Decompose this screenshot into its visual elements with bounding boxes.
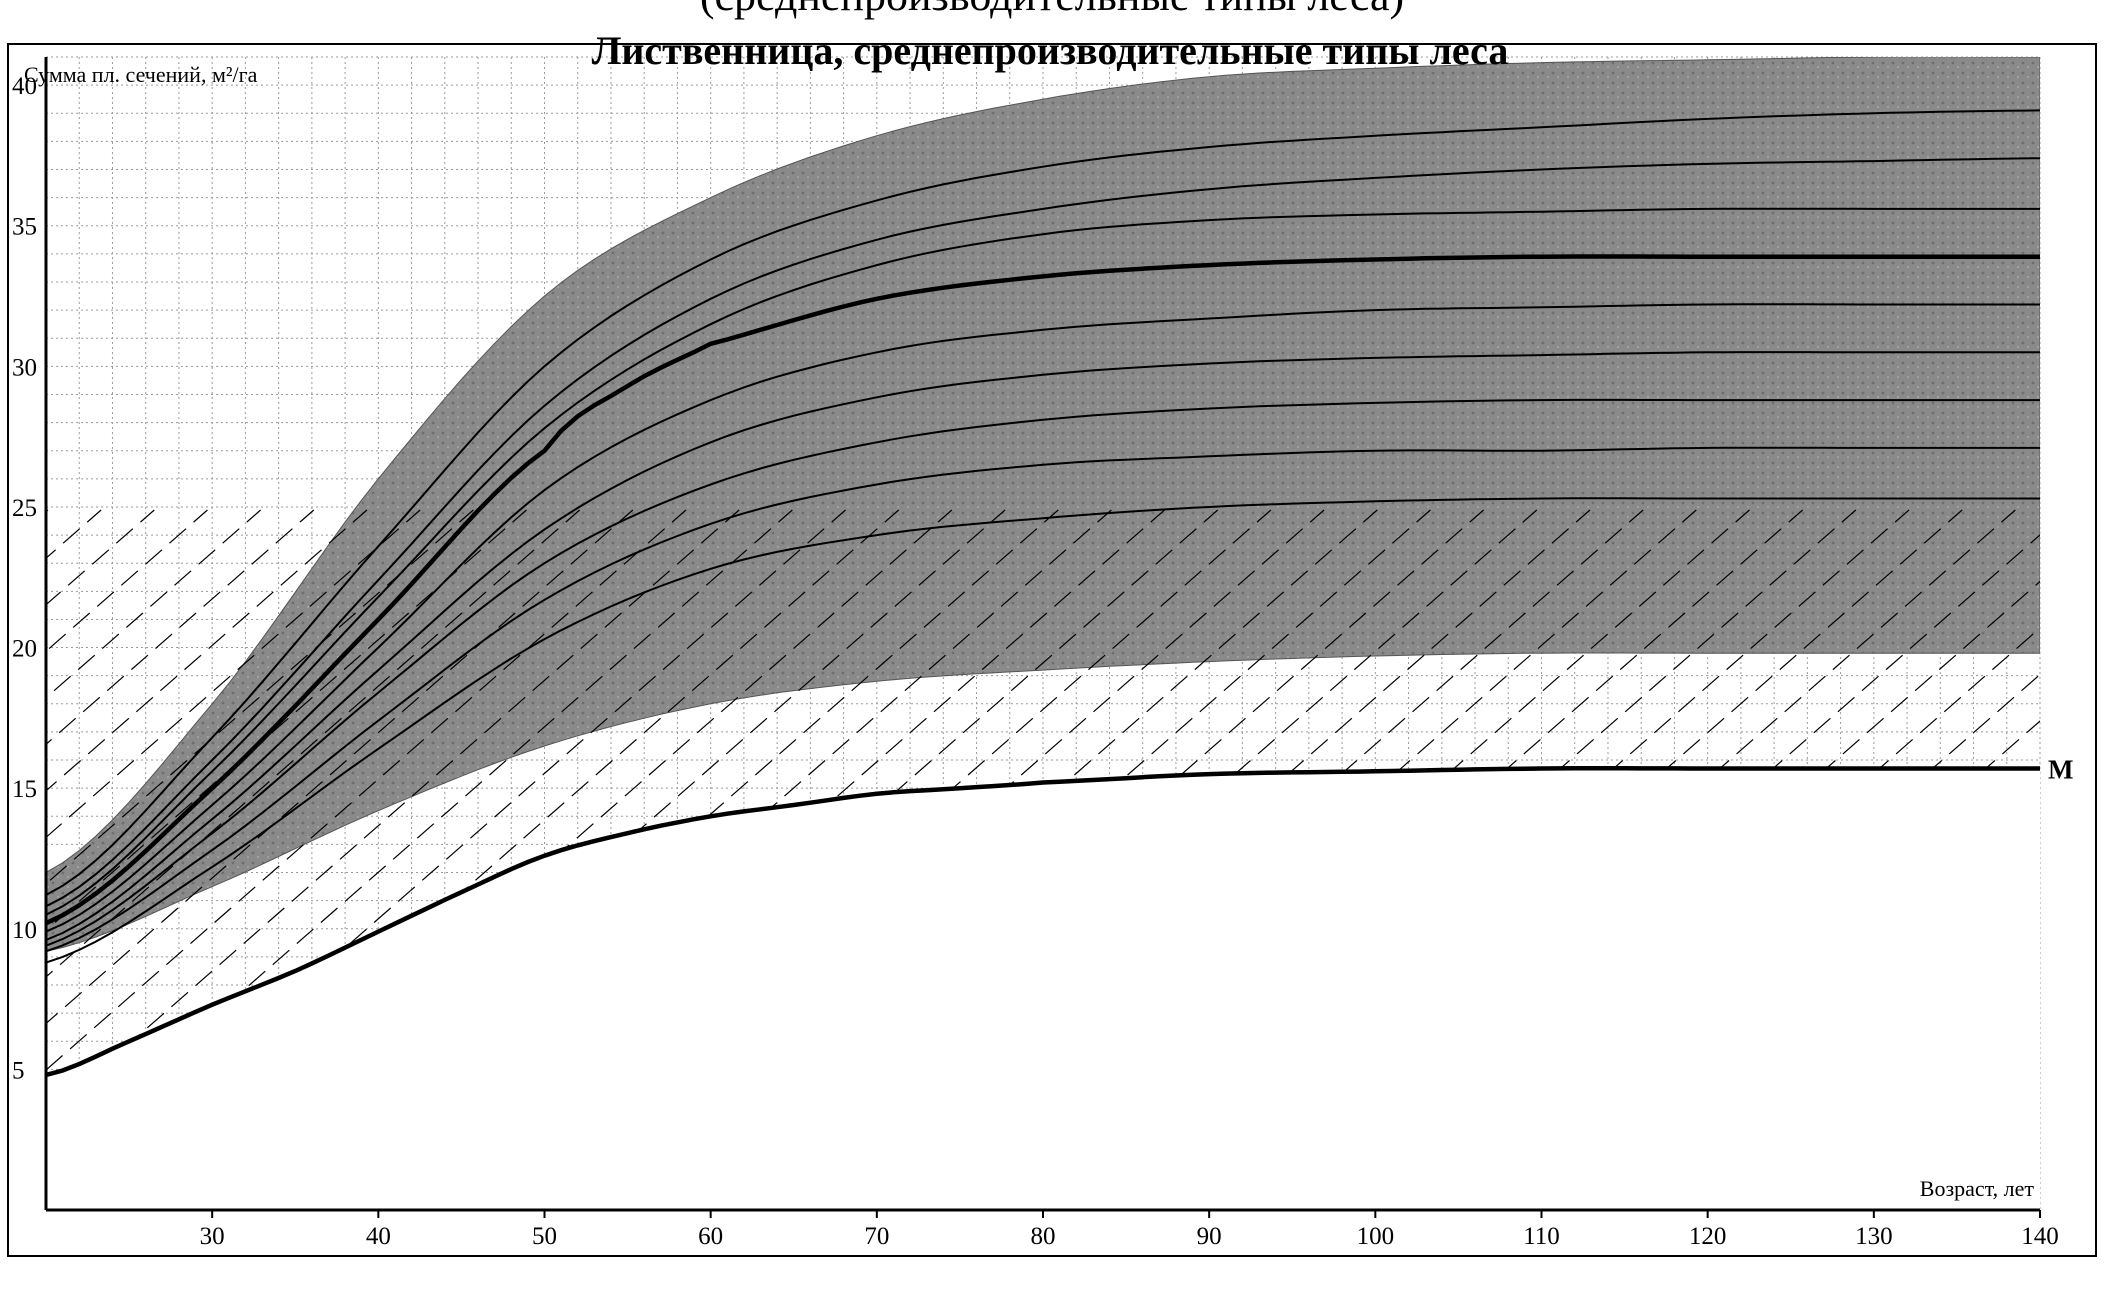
y-tick-label: 5 [12, 1057, 25, 1084]
hatch-line [46, 509, 421, 839]
y-tick-label: 25 [12, 495, 37, 522]
x-tick-label: 110 [1523, 1223, 1560, 1250]
y-tick-label: 35 [12, 214, 37, 241]
series-line-4 [46, 157, 2040, 908]
x-axis-title: Возраст, лет [1920, 1176, 2035, 1201]
y-axis-title: Сумма пл. сечений, м²/га [24, 62, 258, 87]
x-tick-label: 120 [1689, 1223, 1727, 1250]
x-tick-label: 90 [1197, 1223, 1222, 1250]
band-area [46, 57, 2040, 952]
series-line-2 [46, 254, 2040, 926]
series-line-6 [46, 303, 2040, 933]
x-tick-label: 100 [1357, 1223, 1395, 1250]
hatch-line [46, 509, 634, 1025]
x-tick-label: 70 [864, 1223, 889, 1250]
x-tick-label: 30 [200, 1223, 225, 1250]
hatch-line [2067, 510, 2104, 1070]
x-tick-label: 140 [2021, 1223, 2059, 1250]
tick-labels: 30 40 50 60 70 80 90 100 110 120 130 140 5 10 15 20 25 30… [12, 73, 2059, 1250]
series-line-3 [46, 109, 2040, 896]
x-tick-label: 130 [1855, 1223, 1893, 1250]
outer-frame [7, 43, 2097, 1257]
series-line-7 [46, 351, 2040, 941]
hatch-line [46, 509, 208, 653]
series-line-1 [46, 766, 2040, 1078]
x-tick-label: 60 [698, 1223, 723, 1250]
hatch-line [98, 509, 740, 1071]
series-line-8 [46, 398, 2040, 947]
top-caption: (среднепроизводительные типы леса) [0, 0, 2104, 21]
dashed-hatching [46, 509, 2104, 1210]
y-tick-label: 10 [12, 917, 37, 944]
hatch-line [46, 509, 474, 885]
hatch-line [46, 509, 527, 932]
series-line-9 [46, 446, 2040, 953]
hatch-line [46, 509, 315, 746]
x-tick-label: 50 [532, 1223, 557, 1250]
y-tick-label: 30 [12, 354, 37, 381]
y-tick-label: 20 [12, 636, 37, 663]
y-tick-label: 40 [12, 73, 37, 100]
y-tick-label: 15 [12, 776, 37, 803]
hatch-clear-below [46, 768, 2040, 1210]
hatch-line [151, 509, 793, 1071]
chart-title: Лиственница, среднепроизводительные типы… [592, 28, 1509, 73]
shaded-band [46, 57, 2040, 952]
hatch-line [46, 509, 687, 1071]
x-tick-label: 80 [1031, 1223, 1056, 1250]
hatch-line [46, 509, 155, 606]
series-line-5 [46, 207, 2040, 916]
x-tick-label: 40 [366, 1223, 391, 1250]
series-m-label: M [2048, 754, 2073, 784]
series-lines [46, 109, 2040, 1078]
series-line-10 [46, 497, 2040, 964]
hatch-line [46, 509, 262, 699]
